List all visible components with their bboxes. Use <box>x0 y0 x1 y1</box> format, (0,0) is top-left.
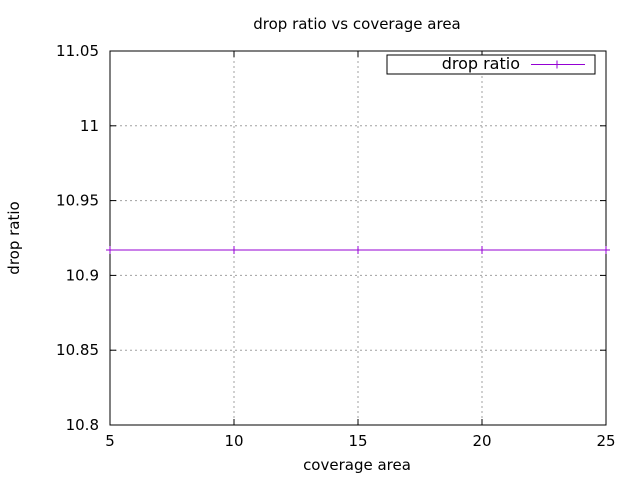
plot-frame <box>109 50 607 426</box>
legend-box <box>386 54 596 75</box>
y-tick-label: 10.8 <box>66 416 99 434</box>
y-tick-label: 11 <box>80 117 99 135</box>
chart-title: drop ratio vs coverage area <box>253 15 461 33</box>
y-tick-label: 10.85 <box>56 341 99 359</box>
y-tick-label: 11.05 <box>56 42 99 60</box>
series-layer <box>106 245 610 254</box>
x-tick-label: 25 <box>596 432 615 450</box>
legend-marker <box>553 60 561 69</box>
grid <box>109 50 607 426</box>
axis-ticks: 5 10 15 20 25 10.8 10.85 10.9 10.95 11 11.05 <box>56 42 616 450</box>
data-point <box>230 245 238 254</box>
data-point <box>602 245 610 254</box>
data-point <box>478 245 486 254</box>
x-tick-label: 5 <box>105 432 115 450</box>
legend: drop ratio <box>386 54 596 75</box>
x-tick-label: 10 <box>224 432 243 450</box>
legend-label: drop ratio <box>442 54 520 73</box>
data-point <box>106 245 114 254</box>
y-tick-label: 10.9 <box>66 266 99 284</box>
y-tick-label: 10.95 <box>56 192 99 210</box>
x-axis-label: coverage area <box>303 456 411 474</box>
x-tick-label: 20 <box>472 432 491 450</box>
data-point <box>354 245 362 254</box>
x-tick-label: 15 <box>348 432 367 450</box>
y-axis-label: drop ratio <box>5 201 23 274</box>
